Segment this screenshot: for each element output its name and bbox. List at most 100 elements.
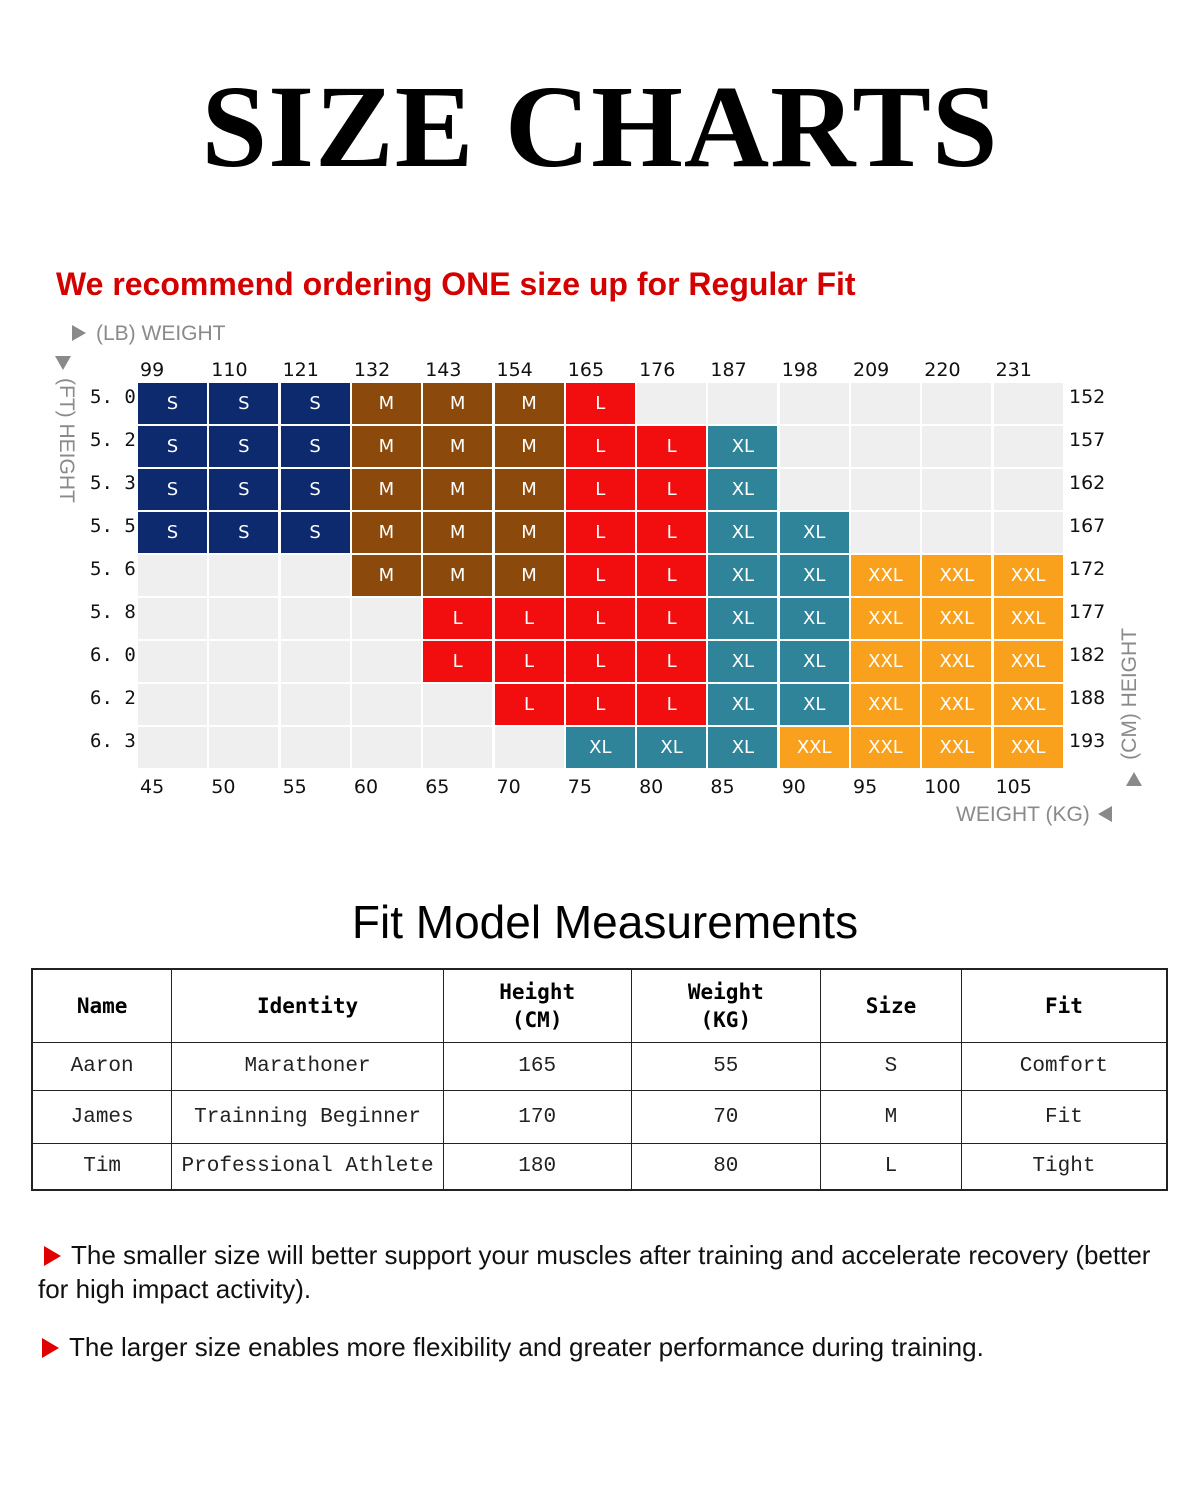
size-cell-xxl: XXL bbox=[992, 554, 1064, 597]
size-cell-s: S bbox=[137, 511, 208, 554]
size-cell-s: S bbox=[137, 382, 208, 425]
size-cell-empty bbox=[350, 640, 422, 683]
header-height-line2: (CM) bbox=[511, 1008, 563, 1032]
lb-axis-label-text: (LB) WEIGHT bbox=[96, 322, 226, 345]
size-cell-empty bbox=[137, 726, 208, 769]
tick-ft-label: 5. 6 bbox=[90, 558, 136, 580]
size-cell-xl: XL bbox=[778, 511, 850, 554]
triangle-left-icon bbox=[1097, 806, 1112, 822]
size-cell-m: M bbox=[350, 382, 422, 425]
tick-lb-label: 165 bbox=[567, 359, 605, 381]
size-cell-empty bbox=[850, 382, 921, 425]
tick-ft-label: 5. 0 bbox=[90, 386, 136, 408]
header-name: Name bbox=[31, 968, 173, 1043]
tick-cm-label: 182 bbox=[1069, 644, 1106, 666]
cell-identity: Trainning Beginner bbox=[171, 1090, 444, 1144]
size-cell-empty bbox=[850, 511, 921, 554]
size-cell-l: L bbox=[564, 554, 636, 597]
cell-fit: Fit bbox=[960, 1090, 1168, 1144]
cell-weight: 80 bbox=[630, 1143, 822, 1191]
size-cell-empty bbox=[778, 468, 850, 511]
size-cell-empty bbox=[208, 554, 280, 597]
tick-kg-label: 55 bbox=[282, 776, 307, 798]
size-cell-xl: XL bbox=[707, 640, 779, 683]
tick-ft-label: 6. 0 bbox=[90, 644, 136, 666]
size-cell-s: S bbox=[279, 468, 351, 511]
size-recommendation: We recommend ordering ONE size up for Re… bbox=[56, 266, 856, 302]
size-cell-s: S bbox=[208, 468, 280, 511]
tick-kg-label: 70 bbox=[496, 776, 521, 798]
cell-height: 180 bbox=[442, 1143, 632, 1191]
note-larger-text: The larger size enables more flexibility… bbox=[69, 1332, 984, 1362]
size-cell-xxl: XXL bbox=[992, 597, 1064, 640]
tick-cm-label: 177 bbox=[1069, 601, 1106, 623]
size-cell-s: S bbox=[279, 425, 351, 468]
size-cell-l: L bbox=[493, 683, 565, 726]
size-cell-xxl: XXL bbox=[778, 726, 850, 769]
size-cell-empty bbox=[137, 683, 208, 726]
header-weight: Weight (KG) bbox=[630, 968, 822, 1043]
size-cell-empty bbox=[208, 683, 280, 726]
size-cell-xl: XL bbox=[707, 683, 779, 726]
tick-cm-label: 188 bbox=[1069, 687, 1106, 709]
size-cell-empty bbox=[208, 640, 280, 683]
tick-kg-label: 95 bbox=[853, 776, 878, 798]
cell-name: Aaron bbox=[31, 1042, 173, 1091]
size-cell-empty bbox=[279, 554, 351, 597]
tick-kg-label: 85 bbox=[710, 776, 735, 798]
triangle-right-icon bbox=[72, 325, 86, 341]
tick-ft-label: 5. 8 bbox=[90, 601, 136, 623]
tick-ft-label: 6. 2 bbox=[90, 687, 136, 709]
size-cell-xxl: XXL bbox=[921, 683, 993, 726]
size-cell-l: L bbox=[636, 554, 708, 597]
header-size: Size bbox=[820, 968, 962, 1043]
size-cell-m: M bbox=[422, 554, 494, 597]
tick-cm-label: 162 bbox=[1069, 472, 1106, 494]
size-cell-empty bbox=[279, 726, 351, 769]
tick-lb-label: 209 bbox=[853, 359, 890, 381]
size-cell-l: L bbox=[564, 382, 636, 425]
size-cell-l: L bbox=[636, 468, 708, 511]
size-cell-s: S bbox=[208, 425, 280, 468]
tick-lb-label: 154 bbox=[496, 359, 533, 381]
size-cell-m: M bbox=[350, 511, 422, 554]
tick-lb-label: 143 bbox=[425, 359, 462, 381]
table-row: Aaron Marathoner 165 55 S Comfort bbox=[31, 1042, 1168, 1091]
header-weight-line1: Weight bbox=[687, 979, 764, 1004]
tick-cm-label: 167 bbox=[1069, 515, 1106, 537]
tick-ft-label: 6. 3 bbox=[90, 730, 136, 752]
table-header-row: Name Identity Height (CM) Weight (KG) Size… bbox=[31, 968, 1168, 1043]
size-cell-l: L bbox=[636, 597, 708, 640]
tick-cm-label: 152 bbox=[1069, 386, 1106, 408]
size-cell-m: M bbox=[493, 468, 565, 511]
size-cell-empty bbox=[921, 468, 993, 511]
size-cell-xxl: XXL bbox=[850, 683, 921, 726]
size-cell-empty bbox=[350, 683, 422, 726]
size-cell-xxl: XXL bbox=[850, 640, 921, 683]
size-cell-empty bbox=[992, 468, 1064, 511]
size-cell-xxl: XXL bbox=[921, 726, 993, 769]
size-cell-m: M bbox=[493, 425, 565, 468]
note-smaller-size: The smaller size will better support you… bbox=[38, 1238, 1188, 1306]
size-cell-empty bbox=[778, 382, 850, 425]
cell-size: S bbox=[820, 1042, 962, 1091]
size-cell-empty bbox=[921, 382, 993, 425]
size-cell-empty bbox=[137, 554, 208, 597]
tick-cm-label: 193 bbox=[1069, 730, 1106, 752]
fit-model-table: Name Identity Height (CM) Weight (KG) Size… bbox=[31, 968, 1168, 1191]
size-cell-m: M bbox=[422, 468, 494, 511]
size-cell-l: L bbox=[636, 511, 708, 554]
kg-axis-label-text: WEIGHT (KG) bbox=[956, 803, 1090, 826]
size-cell-empty bbox=[208, 726, 280, 769]
size-cell-l: L bbox=[564, 597, 636, 640]
size-cell-empty bbox=[921, 511, 993, 554]
header-identity: Identity bbox=[171, 968, 444, 1043]
size-cell-xxl: XXL bbox=[921, 640, 993, 683]
size-cell-empty bbox=[778, 425, 850, 468]
size-cell-xxl: XXL bbox=[992, 640, 1064, 683]
size-cell-l: L bbox=[564, 468, 636, 511]
tick-lb-label: 198 bbox=[781, 359, 818, 381]
size-cell-l: L bbox=[564, 683, 636, 726]
size-cell-empty bbox=[350, 726, 422, 769]
cell-fit: Comfort bbox=[960, 1042, 1168, 1091]
